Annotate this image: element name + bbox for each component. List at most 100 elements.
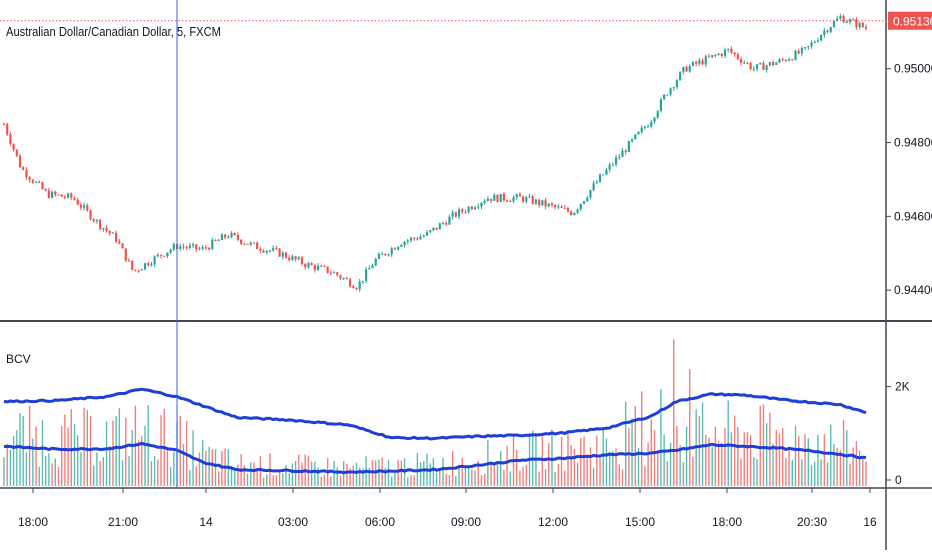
candle (127, 258, 131, 262)
candle (413, 237, 416, 241)
candle (284, 251, 288, 259)
candle (300, 255, 304, 266)
candle-body (688, 66, 691, 72)
candle (589, 189, 592, 200)
candle (845, 19, 848, 23)
candle (720, 52, 723, 58)
candle-body (121, 243, 124, 249)
candle (89, 209, 92, 221)
candle-body (409, 237, 413, 241)
candle-body (534, 199, 538, 204)
candle (201, 244, 204, 251)
candle-body (41, 182, 44, 190)
candle (323, 264, 326, 268)
candle (387, 253, 390, 257)
candle (332, 270, 336, 274)
candle-body (605, 169, 608, 175)
candle-body (704, 56, 707, 65)
time-tick-label: 21:00 (108, 515, 138, 529)
candle (217, 239, 220, 241)
candle (486, 196, 489, 202)
candle-body (63, 196, 66, 198)
candle (640, 125, 643, 135)
candle-body (506, 200, 509, 202)
candle (621, 147, 624, 157)
candle-body (256, 242, 259, 250)
candle (355, 287, 358, 291)
candle-body (765, 65, 768, 70)
candle (550, 202, 554, 208)
candle-body (496, 194, 499, 202)
candle (582, 200, 586, 205)
candle-body (249, 242, 252, 245)
candle-body (262, 250, 265, 253)
candle (124, 248, 127, 263)
candle (701, 58, 704, 66)
candle-body (634, 134, 637, 140)
candle-body (416, 238, 419, 240)
candle-body (858, 22, 861, 28)
candle (557, 204, 560, 210)
candle (499, 193, 502, 202)
candle (240, 239, 243, 246)
candle-body (143, 263, 147, 270)
candle (230, 231, 233, 239)
candle (493, 192, 496, 201)
candle (682, 66, 685, 75)
candle (268, 249, 272, 253)
candle (28, 175, 31, 183)
candle (506, 199, 509, 203)
candle-body (576, 209, 579, 213)
candle (185, 245, 188, 251)
candle-body (714, 55, 717, 57)
candle (38, 180, 41, 184)
candle-body (390, 248, 393, 255)
candle-body (272, 248, 275, 251)
candle (467, 205, 470, 214)
candle-body (252, 242, 256, 244)
candle (666, 94, 669, 96)
candle-body (720, 53, 723, 56)
candle (57, 194, 60, 196)
candle (172, 242, 175, 251)
candle (140, 268, 143, 271)
candle (54, 190, 57, 197)
candle-body (461, 209, 464, 212)
candle-body (512, 197, 515, 202)
candle-body (150, 264, 153, 266)
candle (66, 192, 70, 199)
candle (646, 124, 650, 128)
candle (861, 22, 864, 28)
candle (711, 54, 714, 59)
candle (707, 53, 711, 58)
candle-body (339, 275, 342, 279)
candle (839, 13, 842, 21)
candle-body (25, 169, 28, 178)
candle (586, 195, 589, 203)
candle (108, 230, 111, 236)
candle-body (18, 155, 22, 168)
candle (163, 255, 166, 257)
candle-body (739, 58, 743, 63)
candle (794, 49, 797, 61)
candle-body (730, 48, 733, 53)
candle-body (781, 59, 784, 61)
candle (698, 58, 701, 66)
candle (345, 276, 348, 280)
candle (403, 240, 406, 248)
candle-body (707, 56, 711, 58)
candle-body (852, 19, 855, 21)
candle (256, 241, 259, 250)
candle-body (188, 245, 191, 249)
candle-body (6, 124, 9, 135)
candle-body (432, 227, 435, 231)
candle-body (83, 205, 86, 208)
candle (675, 79, 679, 90)
candle-body (791, 59, 794, 61)
candle-body (486, 198, 489, 202)
candle (227, 234, 230, 239)
candle (765, 64, 768, 73)
candle-body (220, 234, 224, 240)
candle-body (502, 193, 505, 201)
